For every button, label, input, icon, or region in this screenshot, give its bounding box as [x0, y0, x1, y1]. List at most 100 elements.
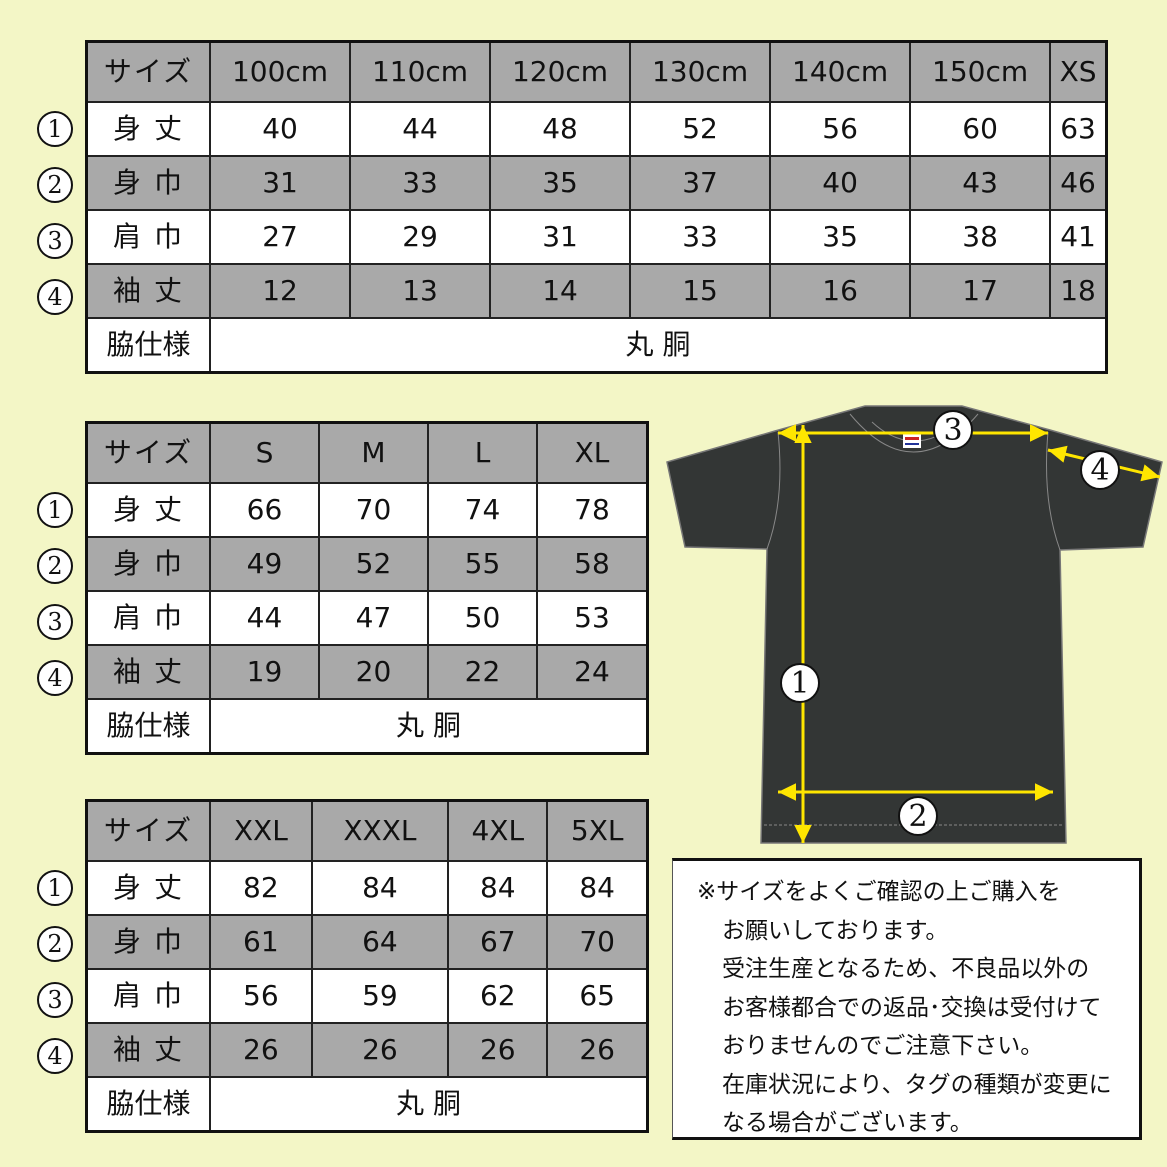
- cell-length: 84: [546, 860, 649, 916]
- cell-length: 74: [427, 482, 538, 538]
- cell-length: 84: [447, 860, 549, 916]
- marker-2: 2: [37, 548, 73, 584]
- cell-shoulder: 59: [310, 968, 450, 1024]
- cell-sleeve: 20: [318, 644, 429, 700]
- cell-length: 63: [1049, 101, 1108, 157]
- cell-length: 78: [536, 482, 649, 538]
- size-header: XL: [536, 421, 649, 484]
- diagram-marker-4: 4: [1080, 450, 1120, 490]
- cell-shoulder: 47: [318, 590, 429, 646]
- marker-4: 4: [37, 660, 73, 696]
- marker-4: 4: [37, 1038, 73, 1074]
- row-label-sleeve: 袖 丈: [85, 263, 211, 319]
- cell-width: 61: [209, 914, 313, 970]
- cell-sleeve: 26: [310, 1022, 450, 1078]
- cell-length: 48: [489, 101, 632, 157]
- notice-line: ※サイズをよくご確認の上ご購入を: [697, 879, 1061, 905]
- size-header: XXL: [209, 799, 313, 862]
- cell-sleeve: 13: [349, 263, 492, 319]
- svg-text:2: 2: [908, 799, 927, 834]
- svg-text:3: 3: [943, 413, 962, 448]
- side-spec: 丸 胴: [209, 1076, 649, 1133]
- cell-length: 44: [349, 101, 492, 157]
- row-label-length: 身 丈: [85, 101, 211, 157]
- cell-sleeve: 16: [769, 263, 912, 319]
- cell-width: 67: [447, 914, 549, 970]
- size-table-1: サイズ 100cm 110cm 120cm 130cm 140cm 150cm XS 身 丈 40…: [85, 40, 1108, 374]
- cell-length: 40: [208, 101, 352, 157]
- marker-4: 4: [37, 279, 73, 315]
- row-label-sleeve: 袖 丈: [85, 1022, 211, 1078]
- row-label-width: 身 巾: [85, 155, 211, 211]
- cell-sleeve: 19: [209, 644, 320, 700]
- svg-text:1: 1: [790, 666, 809, 701]
- cell-sleeve: 14: [489, 263, 632, 319]
- notice-line: 受注生産となるため、不良品以外の: [722, 956, 1090, 982]
- cell-length: 52: [629, 101, 772, 157]
- notice-line: 在庫状況により、タグの種類が変更に: [722, 1071, 1112, 1098]
- row-label-sleeve: 袖 丈: [85, 644, 211, 700]
- size-header: S: [209, 421, 320, 484]
- row-label-shoulder: 肩 巾: [85, 968, 211, 1024]
- diagram-marker-2: 2: [898, 796, 938, 836]
- svg-text:4: 4: [1090, 453, 1109, 488]
- side-spec: 丸 胴: [209, 317, 1108, 374]
- row-label-width: 身 巾: [85, 914, 211, 970]
- cell-shoulder: 41: [1049, 209, 1108, 265]
- row-label-shoulder: 肩 巾: [85, 209, 211, 265]
- marker-1: 1: [37, 111, 73, 147]
- size-header: 150cm: [909, 40, 1052, 103]
- cell-width: 35: [489, 155, 632, 211]
- side-spec: 丸 胴: [209, 698, 649, 755]
- cell-sleeve: 24: [536, 644, 649, 700]
- cell-shoulder: 33: [629, 209, 772, 265]
- cell-shoulder: 62: [447, 968, 549, 1024]
- row-label-side: 脇仕様: [85, 698, 211, 755]
- cell-width: 64: [310, 914, 450, 970]
- cell-shoulder: 65: [546, 968, 649, 1024]
- cell-sleeve: 26: [209, 1022, 313, 1078]
- cell-shoulder: 31: [489, 209, 632, 265]
- row-label-length: 身 丈: [85, 860, 211, 916]
- size-header: 110cm: [349, 40, 492, 103]
- cell-width: 58: [536, 536, 649, 592]
- row-label-shoulder: 肩 巾: [85, 590, 211, 646]
- cell-width: 33: [349, 155, 492, 211]
- marker-3: 3: [37, 604, 73, 640]
- size-header: XXXL: [310, 799, 450, 862]
- marker-3: 3: [37, 223, 73, 259]
- arrow-shoulder: [778, 424, 1048, 442]
- cell-shoulder: 44: [209, 590, 320, 646]
- row-label-length: 身 丈: [85, 482, 211, 538]
- size-label: サイズ: [85, 799, 211, 862]
- arrow-width: [778, 783, 1053, 801]
- tag-icon: [903, 434, 921, 448]
- size-header: L: [427, 421, 538, 484]
- cell-length: 70: [318, 482, 429, 538]
- cell-length: 82: [209, 860, 313, 916]
- cell-sleeve: 22: [427, 644, 538, 700]
- cell-length: 66: [209, 482, 320, 538]
- size-header: 130cm: [629, 40, 772, 103]
- cell-width: 37: [629, 155, 772, 211]
- cell-width: 31: [208, 155, 352, 211]
- cell-sleeve: 12: [208, 263, 352, 319]
- size-header: XS: [1049, 40, 1108, 103]
- cell-length: 84: [310, 860, 450, 916]
- cell-shoulder: 56: [209, 968, 313, 1024]
- cell-width: 46: [1049, 155, 1108, 211]
- cell-shoulder: 53: [536, 590, 649, 646]
- size-header: 120cm: [489, 40, 632, 103]
- tshirt-shape: [666, 405, 1163, 844]
- cell-shoulder: 38: [909, 209, 1052, 265]
- cell-sleeve: 26: [546, 1022, 649, 1078]
- notice-line: お願いしております。: [722, 917, 949, 944]
- cell-shoulder: 35: [769, 209, 912, 265]
- cell-length: 60: [909, 101, 1052, 157]
- size-label: サイズ: [85, 421, 211, 484]
- cell-sleeve: 15: [629, 263, 772, 319]
- cell-width: 43: [909, 155, 1052, 211]
- notice-line: お客様都合での返品･交換は受付けて: [722, 994, 1102, 1021]
- cell-length: 56: [769, 101, 912, 157]
- notice-line: おりませんのでご注意下さい。: [722, 1033, 1044, 1059]
